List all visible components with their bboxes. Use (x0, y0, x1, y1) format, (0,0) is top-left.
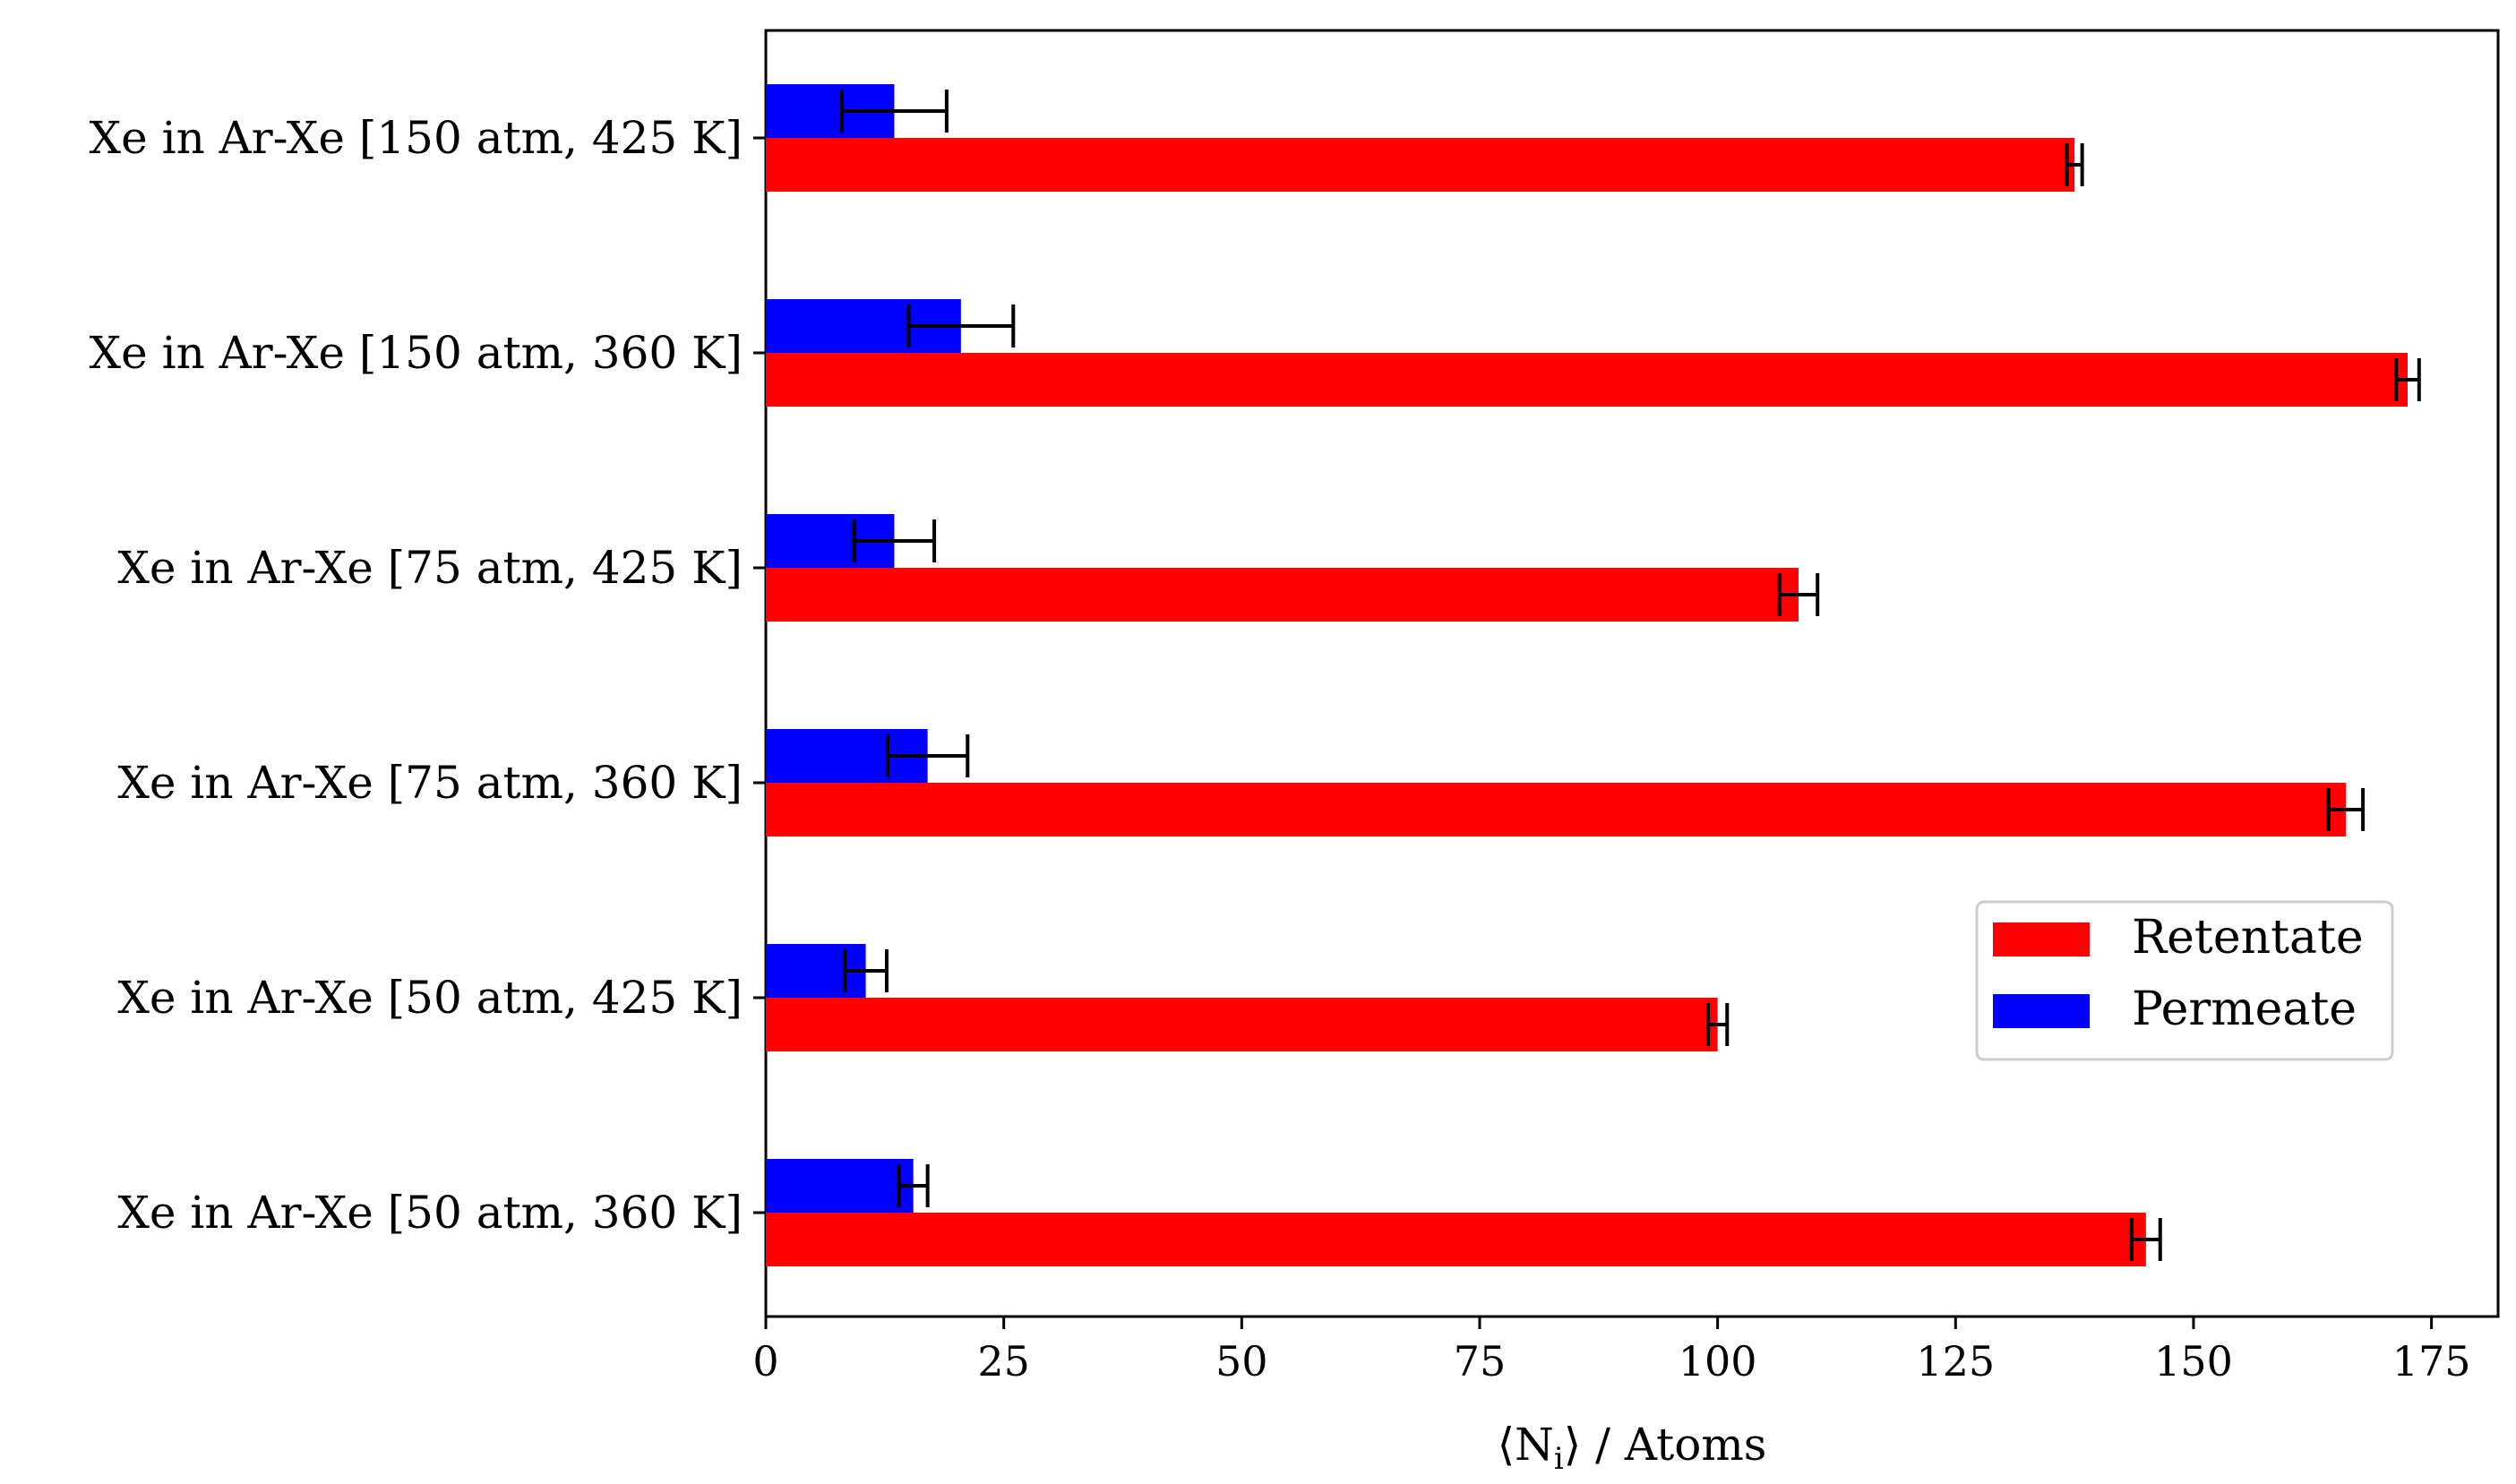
legend-label-permeate: Permeate (2132, 982, 2357, 1036)
x-tick-label: 0 (752, 1337, 778, 1385)
bar-retentate (766, 783, 2346, 836)
bar-retentate (766, 138, 2075, 192)
legend-swatch-retentate (1993, 922, 2090, 956)
y-axis: Xe in Ar-Xe [150 atm, 425 K] Xe in Ar-Xe … (90, 112, 766, 1239)
x-axis-label: ⟨Ni⟩ / Atoms (1498, 1419, 1767, 1477)
plot-area (764, 29, 2500, 1318)
bar-retentate (766, 568, 1799, 622)
x-tick-label: 25 (977, 1337, 1030, 1385)
bar-permeate (766, 1159, 914, 1213)
y-tick-label: Xe in Ar-Xe [50 atm, 360 K] (117, 1187, 743, 1239)
x-tick-label: 125 (1916, 1337, 1995, 1385)
x-tick-label: 100 (1679, 1337, 1757, 1385)
y-tick-label: Xe in Ar-Xe [150 atm, 425 K] (90, 112, 743, 164)
bars-group (766, 84, 2409, 1266)
y-tick-label: Xe in Ar-Xe [150 atm, 360 K] (90, 327, 743, 379)
legend: Retentate Permeate (1975, 900, 2394, 1061)
x-axis: 0 25 50 75 100 125 150 175 (752, 1317, 2471, 1385)
y-tick-label: Xe in Ar-Xe [75 atm, 425 K] (117, 542, 743, 594)
bar-retentate (766, 1213, 2146, 1266)
error-bars-group (840, 90, 2421, 1261)
y-tick-label: Xe in Ar-Xe [75 atm, 360 K] (117, 757, 743, 809)
legend-swatch-permeate (1993, 994, 2090, 1028)
x-tick-label: 50 (1215, 1337, 1268, 1385)
x-tick-label: 175 (2392, 1337, 2471, 1385)
bar-retentate (766, 998, 1718, 1051)
y-tick-label: Xe in Ar-Xe [50 atm, 425 K] (117, 972, 743, 1024)
legend-label-retentate: Retentate (2132, 911, 2364, 965)
x-tick-label: 150 (2154, 1337, 2233, 1385)
x-tick-label: 75 (1454, 1337, 1507, 1385)
bar-retentate (766, 353, 2409, 407)
